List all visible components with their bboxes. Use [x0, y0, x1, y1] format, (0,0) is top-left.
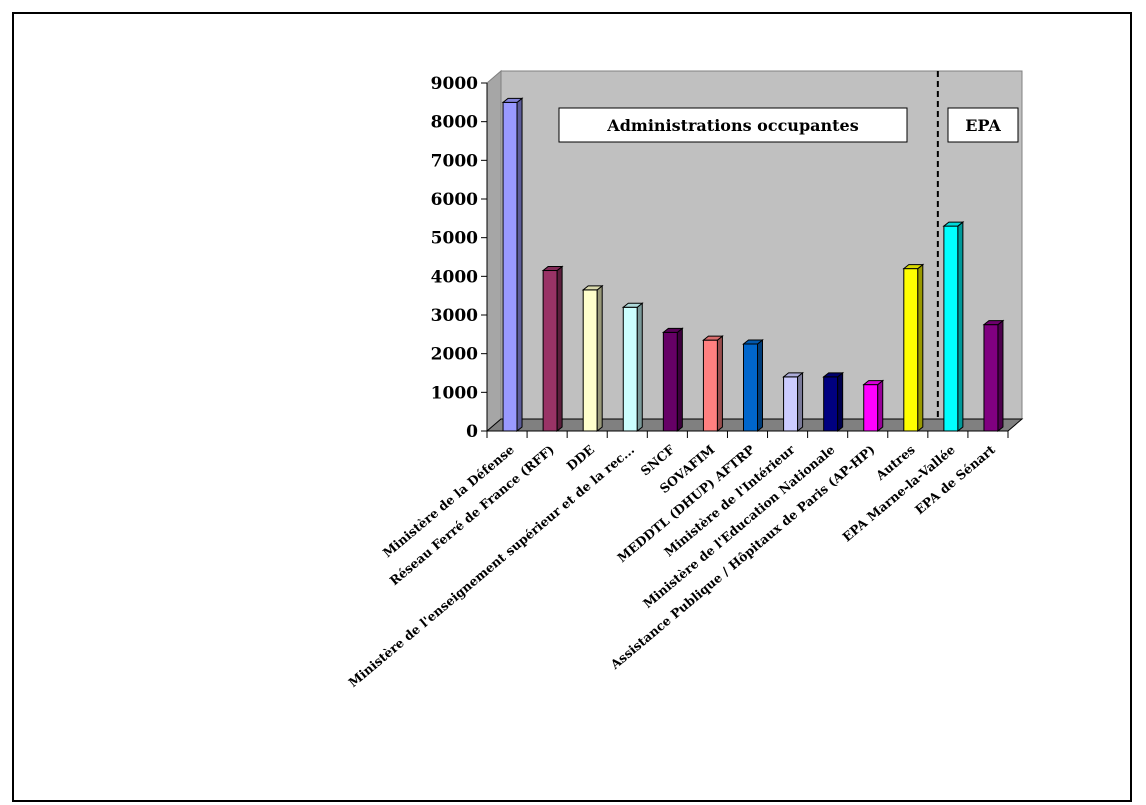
- x-tick-label: Réseau Ferré de France (RFF): [387, 442, 557, 588]
- bar-chart: 0 1000 2000 3000 4000 5000 6000 7000 8000 9000 Mi…: [345, 69, 1024, 690]
- bar-top: [621, 302, 644, 308]
- y-tick-label: 5000: [431, 229, 478, 249]
- bar: [862, 379, 885, 433]
- bar-front: [943, 225, 959, 432]
- bar-side: [716, 335, 723, 433]
- bar-side: [676, 327, 683, 433]
- x-tick-label: Ministère de l'enseignement supérieur et…: [345, 442, 637, 690]
- bar: [661, 327, 684, 433]
- bar-front: [743, 343, 758, 432]
- bar: [541, 265, 564, 433]
- bar: [701, 335, 724, 433]
- bar: [902, 263, 925, 433]
- bar-front: [702, 339, 718, 432]
- bar: [742, 338, 764, 433]
- y-tick-label: 6000: [431, 190, 478, 210]
- bar-front: [783, 376, 799, 432]
- bar-top: [982, 320, 1005, 326]
- group-label-text: EPA: [965, 116, 1001, 135]
- bar-side: [997, 319, 1004, 433]
- bar-side: [596, 284, 603, 433]
- y-tick-label: 1000: [431, 383, 478, 403]
- bar: [581, 284, 604, 433]
- bar: [822, 371, 845, 433]
- y-tick-label: 0: [466, 422, 478, 442]
- bar: [782, 371, 805, 433]
- y-tick-label: 7000: [431, 151, 478, 171]
- bar-front: [903, 268, 919, 432]
- bar-side: [837, 371, 844, 433]
- bar-side: [516, 97, 523, 433]
- bar-top: [661, 327, 684, 333]
- group-label-text: Administrations occupantes: [606, 116, 858, 135]
- y-tick-label: 9000: [431, 74, 478, 94]
- bar: [942, 221, 965, 433]
- bar-top: [862, 380, 885, 386]
- bars: [501, 97, 1005, 433]
- bar-side: [877, 379, 884, 433]
- bar-top: [902, 264, 925, 270]
- bar-front: [582, 289, 598, 432]
- bar-side: [556, 265, 563, 433]
- chart-frame: 0 1000 2000 3000 4000 5000 6000 7000 8000 9000 Mi…: [12, 12, 1132, 802]
- y-axis: 0 1000 2000 3000 4000 5000 6000 7000 8000 9000: [431, 74, 488, 442]
- y-tick-label: 2000: [431, 345, 478, 365]
- bar-front: [983, 324, 999, 432]
- bar: [982, 319, 1005, 433]
- bar-front: [542, 270, 558, 432]
- bar: [621, 302, 644, 433]
- side-wall: [486, 69, 502, 433]
- bar-side: [757, 338, 763, 433]
- y-tick-label: 4000: [431, 267, 478, 287]
- bar-side: [636, 302, 643, 433]
- y-tick-label: 3000: [431, 306, 478, 326]
- group-label-border: [558, 107, 908, 143]
- x-tick-label: DDE: [564, 442, 598, 474]
- bar-side: [797, 371, 804, 433]
- bar-front: [823, 376, 839, 432]
- bar-top: [742, 339, 764, 345]
- bar-front: [622, 306, 638, 432]
- bar-side: [917, 263, 924, 433]
- group-label-box: Administrations occupantes: [558, 107, 908, 143]
- group-labels: Administrations occupantes EPA: [558, 107, 1019, 143]
- bar-top: [782, 372, 805, 378]
- bar-top: [501, 97, 524, 103]
- bar-top: [822, 372, 845, 378]
- bar-top: [541, 266, 564, 272]
- bar-top: [942, 221, 965, 227]
- bar-front: [863, 384, 879, 432]
- group-label-border: [947, 107, 1019, 143]
- y-tick-label: 8000: [431, 113, 478, 133]
- bar-top: [581, 285, 604, 291]
- bar-top: [701, 335, 724, 341]
- bar: [501, 97, 524, 433]
- bar-front: [662, 331, 678, 432]
- bar-front: [502, 101, 518, 432]
- group-label-box: EPA: [947, 107, 1019, 143]
- bar-side: [957, 221, 964, 433]
